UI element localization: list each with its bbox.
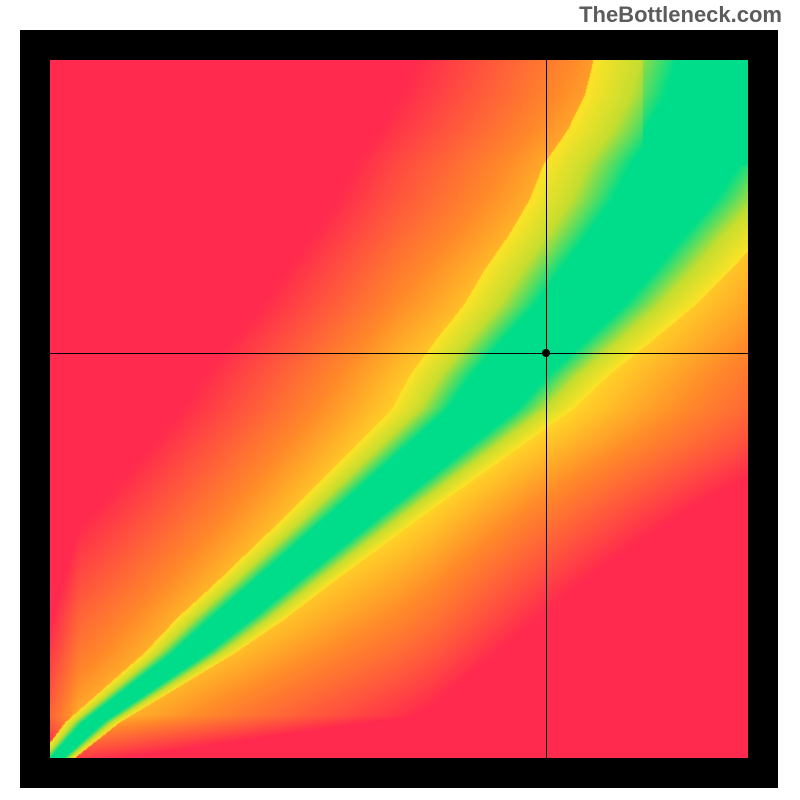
watermark-text: TheBottleneck.com — [579, 2, 782, 28]
crosshair-vertical — [546, 60, 547, 758]
figure-container: TheBottleneck.com — [0, 0, 800, 800]
heatmap-canvas — [50, 60, 748, 758]
plot-area — [50, 60, 748, 758]
crosshair-horizontal — [50, 353, 748, 354]
marker-point — [542, 349, 550, 357]
plot-outer-border — [20, 30, 778, 788]
